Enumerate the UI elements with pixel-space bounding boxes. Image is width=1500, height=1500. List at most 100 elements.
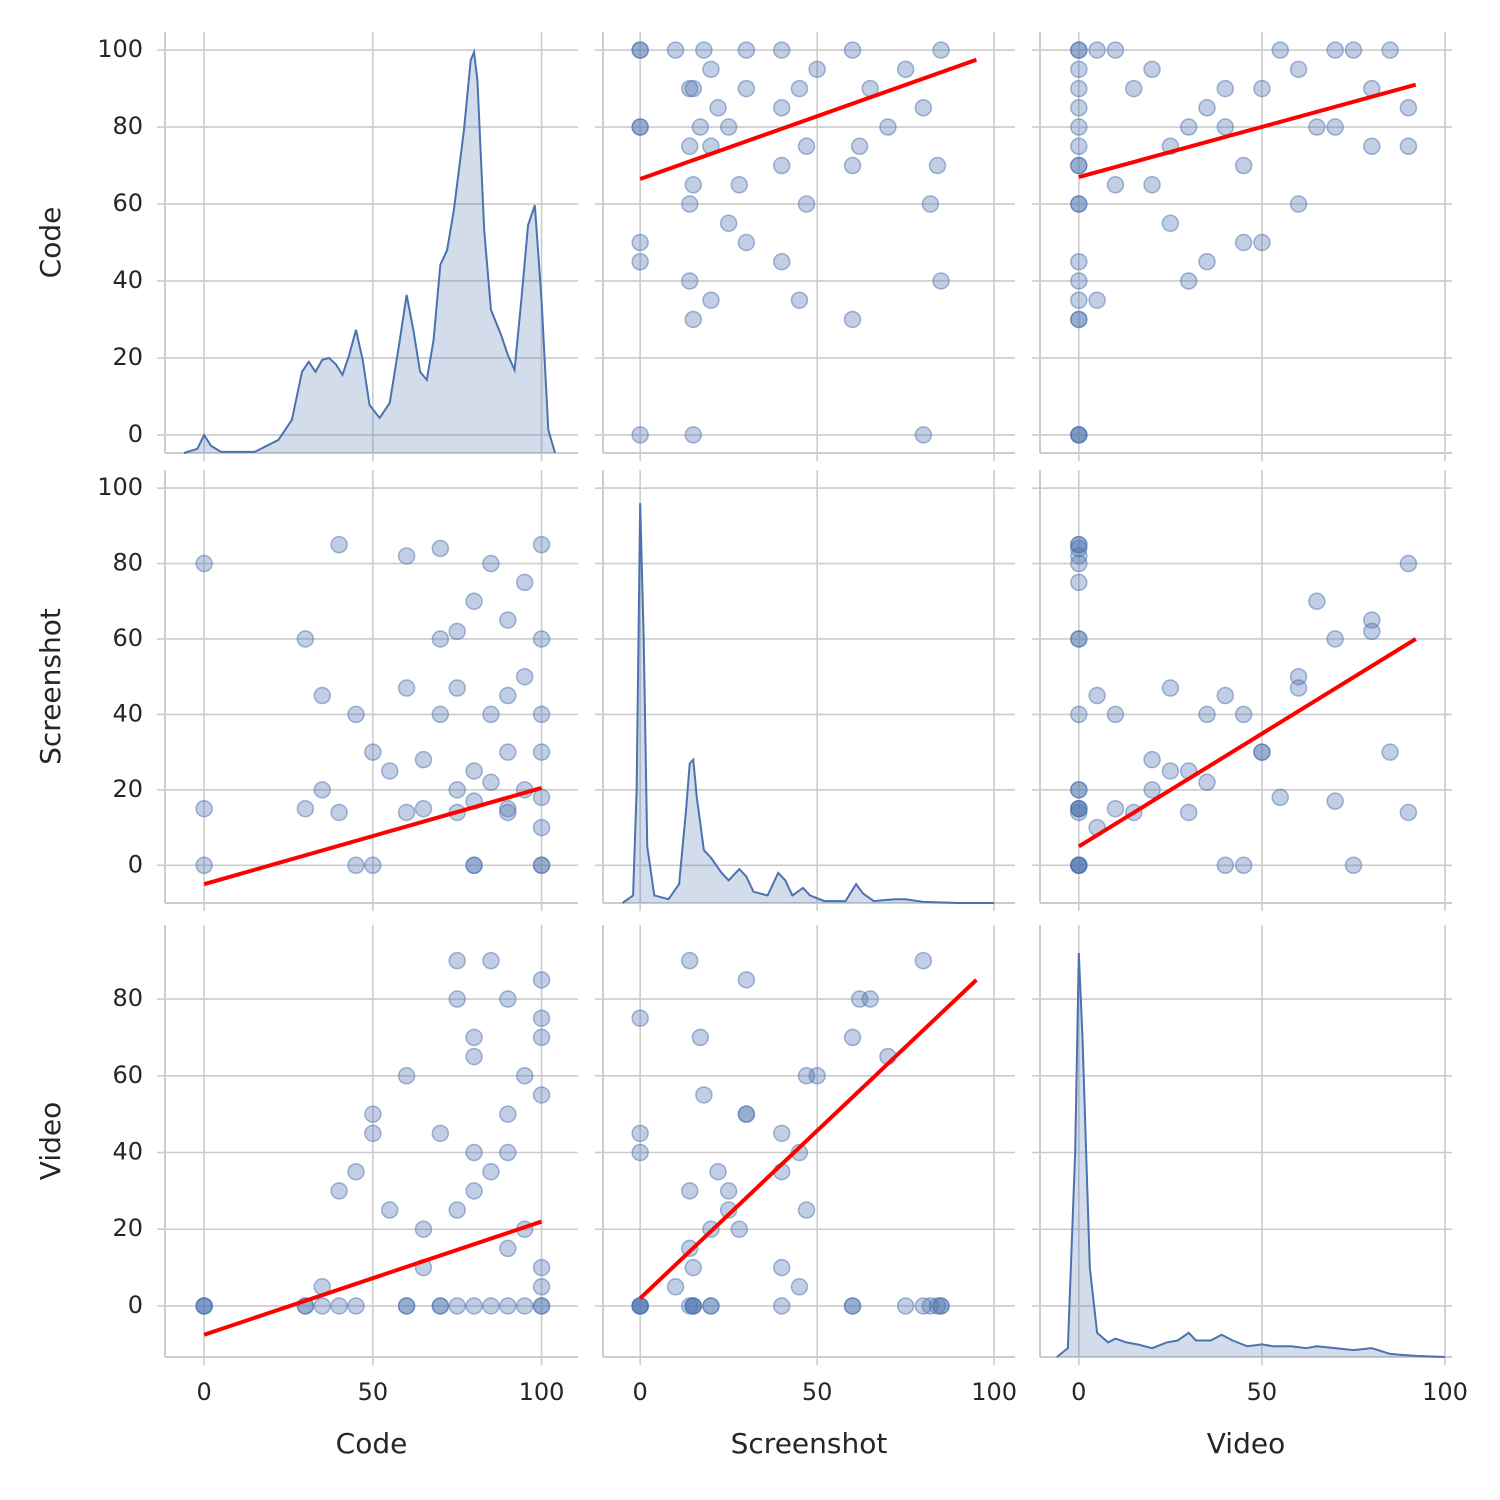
- y-tick-label: 60: [112, 624, 143, 652]
- point: [1308, 118, 1326, 136]
- point: [1161, 762, 1180, 780]
- point: [1106, 799, 1125, 818]
- point: [1143, 750, 1161, 769]
- point: [330, 803, 348, 822]
- point: [684, 1297, 703, 1315]
- point: [364, 856, 382, 875]
- point: [684, 426, 703, 444]
- point: [1070, 272, 1088, 290]
- point: [482, 705, 500, 724]
- point: [499, 803, 517, 822]
- point: [1106, 41, 1125, 59]
- kde-fill: [183, 52, 556, 454]
- panel: 0 20 40 60 80 100 Code: [34, 32, 578, 461]
- point: [1216, 118, 1235, 136]
- point: [719, 1201, 738, 1219]
- point: [414, 799, 433, 818]
- point: [790, 79, 809, 98]
- regression-line: [203, 1219, 543, 1337]
- point: [532, 705, 551, 724]
- point: [1125, 79, 1143, 98]
- point: [1326, 118, 1344, 136]
- point: [482, 1297, 500, 1315]
- point: [1070, 630, 1088, 648]
- point: [532, 743, 551, 761]
- point: [364, 1124, 382, 1143]
- point: [482, 951, 500, 970]
- point: [914, 951, 933, 970]
- point: [364, 1105, 382, 1123]
- x-tick-label: 0: [196, 1378, 211, 1406]
- point: [691, 118, 710, 136]
- point: [932, 41, 950, 59]
- point: [691, 1028, 710, 1047]
- point: [719, 214, 738, 233]
- point: [1344, 856, 1363, 875]
- point: [1070, 99, 1088, 117]
- point: [448, 951, 466, 970]
- point: [465, 1028, 483, 1047]
- point: [1234, 233, 1253, 252]
- point: [532, 788, 551, 807]
- point: [465, 1047, 483, 1066]
- point: [1070, 291, 1088, 309]
- point: [631, 41, 649, 59]
- point: [631, 1009, 649, 1027]
- point: [797, 195, 816, 213]
- y-tick-label: 20: [112, 343, 143, 371]
- point: [1143, 176, 1161, 194]
- point: [843, 41, 862, 59]
- point: [448, 622, 466, 641]
- point: [448, 990, 466, 1008]
- point: [1179, 272, 1198, 290]
- point: [532, 535, 551, 554]
- point: [499, 743, 517, 761]
- point: [737, 233, 756, 252]
- point: [195, 799, 213, 818]
- point: [532, 1278, 551, 1296]
- point: [499, 686, 517, 705]
- point: [1070, 41, 1088, 59]
- point: [1289, 667, 1308, 686]
- point: [330, 535, 348, 554]
- point: [684, 310, 703, 329]
- point: [928, 156, 947, 175]
- point: [1106, 705, 1125, 724]
- point: [808, 1067, 826, 1085]
- x-tick-label: 50: [358, 1378, 389, 1406]
- regression-line: [639, 57, 978, 181]
- x-tick-label: 0: [633, 1378, 648, 1406]
- point: [1070, 856, 1088, 875]
- point: [364, 743, 382, 761]
- point: [797, 1201, 816, 1219]
- y-tick-label: 80: [112, 112, 143, 140]
- y-tick-label: 100: [97, 473, 143, 501]
- point: [482, 1162, 500, 1181]
- point: [380, 1201, 399, 1219]
- point: [772, 1297, 791, 1315]
- point: [631, 118, 649, 136]
- point: [896, 60, 915, 79]
- point: [465, 1182, 483, 1200]
- y-tick-label: 100: [97, 35, 143, 63]
- point: [666, 41, 685, 59]
- point: [719, 1182, 738, 1200]
- point: [1289, 60, 1308, 79]
- point: [347, 705, 365, 724]
- point: [1326, 792, 1344, 810]
- point: [680, 272, 699, 290]
- x-axis-label: Video: [1207, 1427, 1285, 1460]
- point: [414, 1220, 433, 1238]
- point: [1216, 856, 1235, 875]
- point: [850, 137, 869, 156]
- point: [914, 426, 933, 444]
- point: [1308, 592, 1326, 611]
- y-axis-label: Video: [34, 1102, 67, 1180]
- y-tick-label: 60: [112, 189, 143, 217]
- point: [347, 1297, 365, 1315]
- point: [532, 818, 551, 837]
- point: [347, 1162, 365, 1181]
- point: [1070, 156, 1088, 175]
- point: [730, 176, 749, 194]
